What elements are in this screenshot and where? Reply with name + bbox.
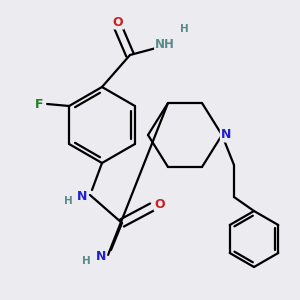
Text: N: N [96, 250, 106, 263]
Text: O: O [155, 197, 165, 211]
Text: H: H [64, 196, 72, 206]
Text: H: H [180, 24, 188, 34]
Text: H: H [82, 256, 90, 266]
Text: NH: NH [155, 38, 175, 50]
Text: N: N [77, 190, 87, 203]
Text: F: F [35, 98, 43, 110]
Text: N: N [221, 128, 231, 142]
Text: O: O [113, 16, 123, 28]
